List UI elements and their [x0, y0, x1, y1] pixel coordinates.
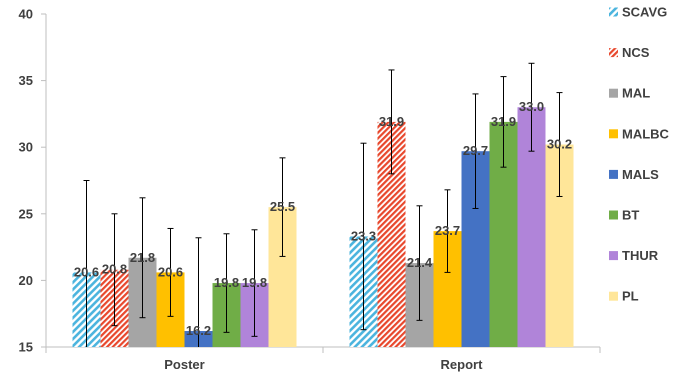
y-tick-label: 30 — [19, 140, 33, 155]
legend-swatch-thur — [609, 251, 618, 261]
data-label: 20.8 — [102, 262, 127, 277]
data-label: 20.6 — [158, 264, 183, 279]
y-tick-label: 20 — [19, 273, 33, 288]
legend: SCAVG NCS MAL MALBC MALS BT THUR PL — [609, 5, 670, 304]
data-label: 16.2 — [186, 323, 211, 338]
data-label: 19.8 — [242, 275, 267, 290]
data-label: 31.9 — [491, 114, 516, 129]
legend-label-pl: PL — [622, 289, 639, 304]
y-tick-label: 25 — [19, 206, 33, 221]
y-tick-label: 35 — [19, 73, 33, 88]
data-label: 19.8 — [214, 275, 239, 290]
x-category-label: Poster — [164, 357, 204, 372]
data-label: 30.2 — [547, 137, 572, 152]
data-label: 31.9 — [379, 114, 404, 129]
data-label: 20.6 — [74, 264, 99, 279]
data-labels-layer: 20.6 20.821.820.616.219.8 19.825.523.331.9… — [74, 99, 572, 338]
data-label: 21.8 — [130, 250, 155, 265]
legend-swatch-malbc — [609, 129, 618, 139]
legend-label-mals: MALS — [622, 167, 659, 182]
y-tick-label: 40 — [19, 7, 33, 22]
x-category-label: Report — [441, 357, 484, 372]
legend-swatch-scavg — [609, 7, 618, 17]
legend-swatch-pl — [609, 291, 618, 301]
legend-swatch-mal — [609, 88, 618, 98]
y-tick-label: 15 — [19, 340, 33, 355]
legend-label-bt: BT — [622, 208, 639, 223]
legend-label-thur: THUR — [622, 248, 659, 263]
legend-swatch-bt — [609, 210, 618, 220]
data-label: 33.0 — [519, 99, 544, 114]
data-label: 21.4 — [407, 255, 433, 270]
legend-swatch-ncs — [609, 48, 618, 58]
legend-label-ncs: NCS — [622, 45, 650, 60]
data-label: 29.7 — [463, 143, 488, 158]
legend-label-mal: MAL — [622, 86, 650, 101]
legend-label-malbc: MALBC — [622, 126, 670, 141]
error-bars-layer — [83, 62, 563, 347]
bars-layer — [72, 107, 574, 348]
legend-swatch-mals — [609, 169, 618, 179]
data-label: 25.5 — [270, 199, 295, 214]
data-label: 23.3 — [351, 228, 376, 243]
data-label: 23.7 — [435, 223, 460, 238]
axes-layer: 15 20 25 30 35 40 Poster Report — [19, 7, 601, 372]
legend-label-scavg: SCAVG — [622, 5, 667, 20]
